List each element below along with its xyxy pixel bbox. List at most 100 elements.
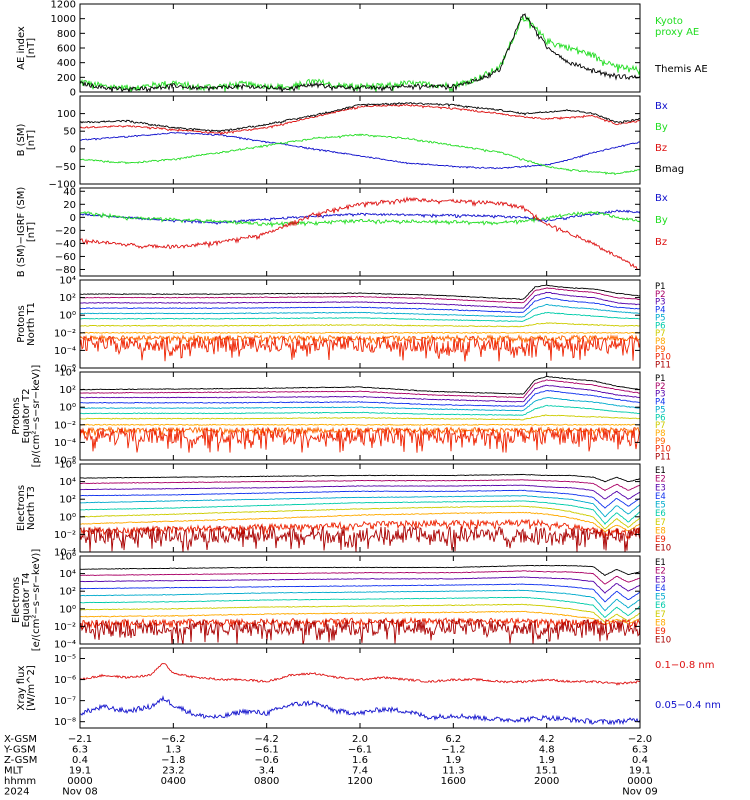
y-axis-label: North T3 [26,486,37,530]
series-p3 [80,384,640,403]
ephemeris-value: −6.1 [255,745,279,756]
y-tick-label: 10⁴ [59,569,76,580]
legend-entry: P5 [655,405,666,415]
series-p6 [80,404,640,416]
y-tick-label: 50 [63,127,76,138]
series-e4 [80,489,640,509]
y-tick-label: 10⁰ [59,311,76,322]
legend-entry: E5 [655,593,666,603]
series-e5 [80,589,640,612]
ephemeris-value: 0800 [254,776,279,787]
y-tick-label: 10⁻² [54,530,76,541]
ephemeris-value: 0.4 [632,755,648,766]
series-themis-ae [80,13,640,92]
y-tick-label: 10⁻² [54,420,76,431]
ephemeris-value: 1.9 [445,755,461,766]
legend-entry: P11 [655,453,671,463]
ephemeris-value: −1.8 [161,755,185,766]
x-axis-ephemeris: X-GSM −2.1 −6.2 −4.2 2.0 6.2 4.2 −2.0 Y-GSM 6.3 1.… [3,734,658,798]
legend-entry: E10 [655,636,671,646]
series-p1 [80,284,640,300]
y-tick-label: 10⁰ [59,512,76,523]
series-e6 [80,500,640,525]
ephemeris-value: 2.0 [352,734,368,745]
legend-entry: E8 [655,618,666,628]
ephemeris-value: −2.0 [628,734,652,745]
y-tick-label: −60 [55,252,76,263]
legend-entry: P5 [655,313,666,323]
y-tick-label: 10⁻² [54,622,76,633]
y-axis-label: [e/(cm²−s−sr−keV)] [31,549,42,652]
panel-5: 10⁻⁶ 10⁻⁴ 10⁻² 10⁰ 10² 10⁴ Protons Equator T2 [p… [11,365,671,468]
y-tick-label: 10⁻⁴ [54,346,76,357]
legend-entry: E6 [655,601,666,611]
y-tick-label: 600 [57,44,76,55]
panel-frame [79,187,641,277]
legend-entry: 0.05−0.4 nm [655,700,721,711]
legend-entry: E4 [655,492,666,502]
y-axis-label: Electrons [16,485,27,531]
series-e8 [80,511,640,533]
ephemeris-value: Nov 09 [622,787,657,798]
ephemeris-value: 6.2 [445,734,461,745]
y-axis-label: Electrons [11,577,22,623]
legend-entry: E7 [655,610,666,620]
y-tick-label: 10⁻² [54,328,76,339]
series-p2 [80,379,640,399]
legend-entry: P3 [655,298,666,308]
y-axis-label: North T1 [26,302,37,346]
legend-entry: 0.1−0.8 nm [655,660,714,671]
y-tick-label: 800 [57,29,76,40]
y-tick-label: 10² [59,385,76,396]
y-tick-label: 0 [70,88,76,99]
y-tick-label: 10⁻⁴ [54,548,76,559]
y-tick-label: 10⁰ [59,604,76,615]
series-p2 [80,287,640,304]
ephemeris-value: 19.1 [69,766,91,777]
ephemeris-value: 11.3 [442,766,464,777]
legend-entry: P9 [655,437,666,447]
panel-2: −100 −50 0 50 100 B (SM) [nT] Bx By Bz Bmag [16,95,684,191]
panel-3: −80 −60 −40 −20 0 20 40 B (SM)−IGRF (SM) [nT] Bx B… [16,187,668,278]
series-p5 [80,397,640,412]
ephemeris-value: 0000 [627,776,652,787]
ephemeris-value: Nov 08 [62,787,97,798]
series-p8 [80,423,640,426]
ephemeris-row-label: X-GSM [4,734,37,745]
legend-entry: E3 [655,483,666,493]
legend-entry: P2 [655,382,666,392]
ephemeris-value: 1200 [347,776,372,787]
series-e6 [80,596,640,618]
legend-entry: P10 [655,353,671,363]
legend-entry: proxy AE [655,27,699,38]
y-tick-label: 10⁻⁸ [54,717,76,728]
series-bx [80,209,640,226]
series-bx [80,132,640,170]
legend-entry: P4 [655,306,666,316]
panel-frame [79,647,641,729]
legend-entry: Kyoto [655,16,683,27]
ephemeris-value: 7.4 [352,766,368,777]
y-tick-label: 10⁻⁴ [54,438,76,449]
series-e3 [80,576,640,594]
legend-entry: E2 [655,475,666,485]
legend-entry: Bmag [655,164,684,175]
legend-entry: Bz [655,237,667,248]
ephemeris-value: −4.2 [255,734,279,745]
y-axis-label: Equator T4 [21,573,32,628]
legend-entry: P3 [655,390,666,400]
y-tick-label: 10⁻⁶ [54,675,76,686]
y-tick-label: 10² [59,495,76,506]
series-e10 [80,617,640,644]
legend-entry: P8 [655,429,666,439]
y-tick-label: 10⁴ [59,477,76,488]
y-axis-label: [nT] [26,38,37,58]
ephemeris-value: 1.6 [352,755,368,766]
series-e4 [80,583,640,603]
panel-7: 10⁻⁴ 10⁻² 10⁰ 10² 10⁴ 10⁶ Electrons Equator T4[… [11,549,671,652]
ephemeris-value: 6.3 [72,745,88,756]
series-p5 [80,303,640,318]
ephemeris-value: 1.3 [165,745,181,756]
panel-8: 10⁻⁸ 10⁻⁷ 10⁻⁶ 10⁻⁵ Xray flux [W/m^2] 0.1−0.8 … [16,647,721,729]
y-axis-label: Protons [11,397,22,434]
